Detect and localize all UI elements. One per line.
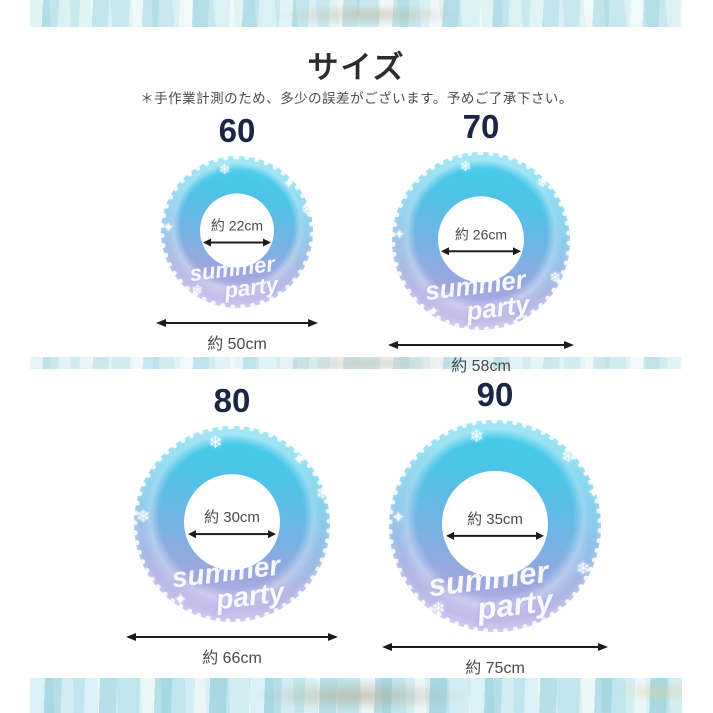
snowflake-icon: ❄ [459, 158, 472, 175]
snowflake-icon: ❄ [191, 282, 204, 299]
outer-diameter-arrow [126, 633, 338, 641]
inner-diameter-label: 約 26cm [454, 225, 508, 242]
inner-diameter-measure: 約 22cm [202, 215, 272, 247]
measurement-disclaimer: ＊手作業計測のため、多少の誤差がございます。予めご了承下さい。 [140, 91, 573, 106]
arrow-line [392, 646, 598, 648]
inner-diameter-arrow [202, 238, 272, 247]
water-texture-band-middle [30, 357, 682, 369]
swim-ring-figure-70: 70 ❄ ❄ ✦ ❄ ✦ summer party 約 26cm 約 58cm [371, 108, 591, 376]
size-label: 90 [476, 376, 514, 413]
sparkle-icon: ✦ [162, 218, 175, 235]
arrowhead-left [441, 246, 450, 255]
size-label: 80 [213, 382, 251, 419]
arrowhead-right [263, 238, 272, 247]
snowflake-icon: ❄ [431, 599, 446, 619]
snowflake-icon: ❄ [301, 200, 313, 217]
swim-ring-image: ❄ ✦ ❄ ❄ ✦ summer party 約 30cm [133, 425, 331, 623]
page-title: サイズ [307, 50, 406, 85]
arrow-line [398, 344, 564, 346]
inner-diameter-label: 約 35cm [467, 510, 523, 528]
arrowhead-right [268, 530, 277, 539]
inner-diameter-arrow [441, 246, 521, 255]
ring-hole: 約 26cm [438, 196, 524, 283]
inner-diameter-measure: 約 30cm [187, 506, 277, 539]
arrow-line [136, 636, 328, 638]
arrowhead-left [388, 341, 398, 349]
swim-ring-image: ❄ ❄ ✦ ❄ ✦ summer party 約 26cm [391, 151, 571, 331]
snowflake-icon: ❄ [536, 174, 549, 191]
arrowhead-left [446, 531, 455, 540]
ring-hole: 約 22cm [200, 193, 274, 268]
arrowhead-left [382, 643, 392, 651]
inner-diameter-label: 約 22cm [210, 217, 264, 234]
sparkle-icon: ✦ [391, 508, 406, 528]
water-texture-band-top [30, 0, 682, 27]
ring-hole: 約 35cm [442, 470, 548, 577]
outer-diameter-measure: 約 66cm [126, 633, 338, 668]
arrowhead-right [535, 531, 544, 540]
arrowhead-right [308, 319, 318, 327]
snowflake-icon: ❄ [561, 446, 576, 466]
ring-print-line2: party [475, 583, 555, 628]
sparkle-icon: ✦ [292, 450, 307, 470]
outer-diameter-label: 約 50cm [207, 336, 267, 353]
arrow-line [449, 249, 513, 252]
snowflake-icon: ❄ [135, 507, 151, 527]
arrow-line [166, 322, 308, 324]
swim-ring-image: ❄ ❄ ✦ ✦ ❄ ❄ summer party 約 35cm [388, 419, 602, 633]
outer-diameter-arrow [382, 643, 608, 651]
arrow-line [454, 534, 536, 537]
sparkle-icon: ✦ [586, 482, 601, 502]
snowflake-icon: ❄ [315, 483, 330, 503]
arrowhead-right [328, 633, 338, 641]
swim-ring-figure-90: 90 ❄ ❄ ✦ ✦ ❄ ❄ summer party 約 35cm 約 75c… [375, 376, 615, 678]
sparkle-icon: ✦ [283, 174, 295, 191]
outer-diameter-label: 約 75cm [465, 660, 525, 677]
outer-diameter-measure: 約 75cm [382, 643, 608, 678]
outer-diameter-label: 約 66cm [202, 650, 262, 667]
water-texture-band-bottom [30, 678, 682, 713]
inner-diameter-measure: 約 35cm [446, 508, 544, 540]
snowflake-icon: ❄ [576, 558, 591, 578]
swim-ring-figure-80: 80 ❄ ✦ ❄ ❄ ✦ summer party 約 30cm 約 66cm [117, 382, 347, 668]
arrowhead-right [564, 341, 574, 349]
outer-diameter-arrow [388, 341, 574, 349]
arrowhead-left [187, 530, 196, 539]
inner-diameter-arrow [446, 531, 544, 540]
arrowhead-left [202, 238, 211, 247]
snowflake-icon: ❄ [208, 432, 223, 452]
swim-ring-figure-60: 60 ❄ ✦ ✦ ❄ ❄ summer party 約 22cm 約 50cm [132, 112, 342, 354]
snowflake-icon: ❄ [469, 427, 484, 447]
inner-diameter-measure: 約 26cm [441, 224, 521, 255]
snowflake-icon: ❄ [549, 268, 562, 285]
outer-diameter-measure: 約 58cm [388, 341, 574, 376]
arrowhead-right [512, 246, 521, 255]
ring-print-line2: party [464, 288, 532, 326]
size-label: 70 [462, 108, 500, 145]
sparkle-icon: ✦ [393, 225, 406, 242]
ring-hole: 約 30cm [184, 474, 280, 571]
outer-diameter-arrow [156, 319, 318, 327]
sparkle-icon: ✦ [427, 302, 440, 319]
size-label: 60 [218, 112, 256, 149]
inner-diameter-label: 約 30cm [204, 509, 260, 527]
arrowhead-left [156, 319, 166, 327]
arrowhead-right [598, 643, 608, 651]
arrow-line [210, 241, 264, 244]
sparkle-icon: ✦ [173, 590, 188, 610]
arrow-line [195, 533, 269, 536]
swim-ring-image: ❄ ✦ ✦ ❄ ❄ summer party 約 22cm [160, 155, 314, 309]
outer-diameter-measure: 約 50cm [156, 319, 318, 354]
outer-diameter-label: 約 58cm [451, 358, 511, 375]
arrowhead-left [126, 633, 136, 641]
inner-diameter-arrow [187, 530, 277, 539]
snowflake-icon: ❄ [218, 161, 231, 178]
